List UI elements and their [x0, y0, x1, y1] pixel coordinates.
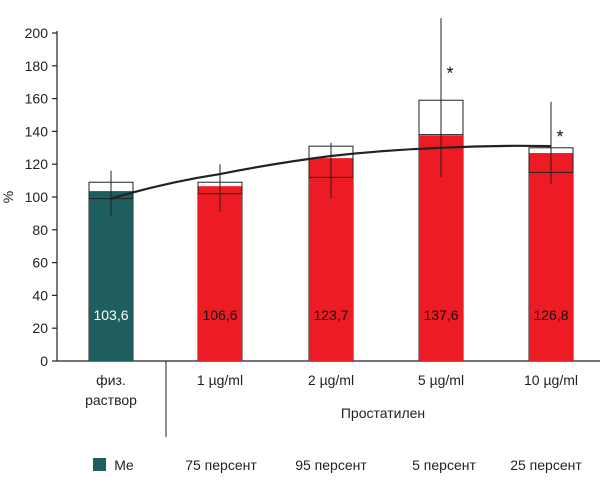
data-label: 123,7 — [313, 307, 348, 323]
legend-swatch — [93, 458, 106, 471]
x-tick-label: 1 µg/ml — [197, 372, 243, 388]
x-tick-label: раствор — [85, 392, 137, 408]
y-axis-label: % — [0, 191, 16, 203]
data-label: 106,6 — [202, 307, 237, 323]
legend-item: Me — [114, 457, 134, 473]
group-label: Простатилен — [341, 405, 425, 421]
bar-median — [529, 153, 573, 361]
bar-median — [198, 186, 242, 361]
bar-median — [89, 191, 133, 361]
x-tick-label: 5 µg/ml — [418, 372, 464, 388]
significance-marker: * — [446, 63, 453, 83]
x-tick-label: 2 µg/ml — [308, 372, 354, 388]
y-tick-label: 20 — [32, 320, 48, 336]
y-tick-label: 60 — [32, 255, 48, 271]
x-tick-label: 10 µg/ml — [524, 372, 578, 388]
trend-line — [110, 144, 552, 200]
y-tick-label: 180 — [25, 58, 49, 74]
y-tick-label: 140 — [25, 123, 49, 139]
significance-marker: * — [556, 127, 563, 147]
y-tick-label: 100 — [25, 189, 49, 205]
x-tick-label: физ. — [96, 372, 126, 388]
legend-item: 75 персент — [185, 457, 257, 473]
legend-item: 95 персент — [295, 457, 367, 473]
y-tick-label: 0 — [40, 353, 48, 369]
legend-item: 25 персент — [510, 457, 582, 473]
legend-item: 5 персент — [412, 457, 476, 473]
plot-area: 0 20 40 60 80 100 120 140 160 180 200% 103,6 106,6 12… — [0, 18, 600, 473]
data-label: 137,6 — [423, 307, 458, 323]
y-tick-label: 200 — [25, 25, 49, 41]
y-tick-label: 120 — [25, 156, 49, 172]
data-label: 103,6 — [93, 307, 128, 323]
y-tick-label: 80 — [32, 222, 48, 238]
y-tick-label: 160 — [25, 91, 49, 107]
data-label: 126,8 — [533, 307, 568, 323]
y-tick-label: 40 — [32, 287, 48, 303]
